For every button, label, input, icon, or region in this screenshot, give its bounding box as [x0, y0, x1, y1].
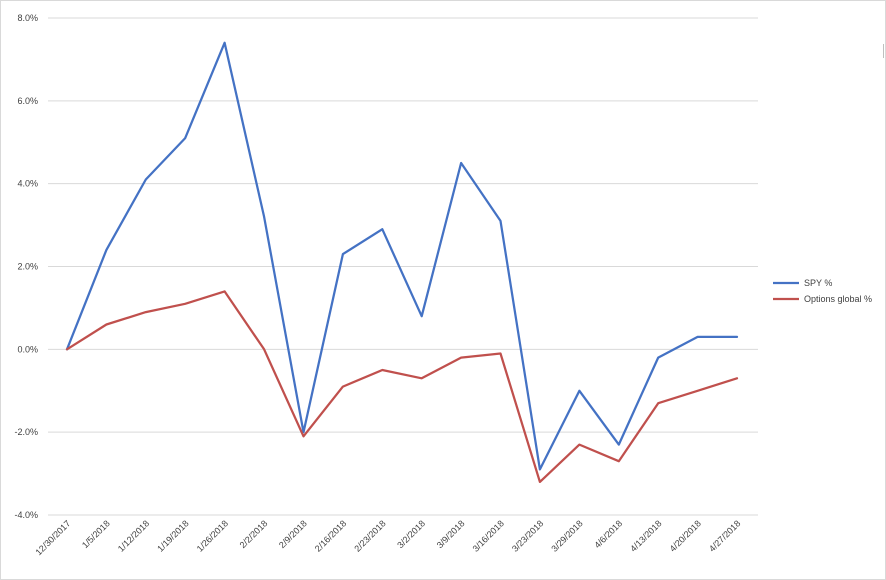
x-tick-label: 1/12/2018	[116, 518, 151, 553]
x-tick-label: 3/9/2018	[435, 518, 467, 550]
legend-label: Options global %	[804, 294, 872, 304]
y-tick-label: 0.0%	[17, 344, 38, 354]
x-tick-label: 2/2/2018	[238, 518, 270, 550]
gridlines	[48, 17, 758, 516]
y-tick-label: 8.0%	[17, 13, 38, 23]
series-lines	[65, 41, 739, 484]
legend-item: Options global %	[773, 294, 872, 304]
y-tick-label: 6.0%	[17, 96, 38, 106]
y-axis-tick-labels: -4.0% -2.0% 0.0% 2.0% 4.0% 6.0% 8.0%	[14, 13, 38, 520]
x-tick-label: 1/19/2018	[155, 518, 190, 553]
legend-item: SPY %	[773, 278, 832, 288]
x-tick-label: 12/30/2017	[33, 518, 72, 557]
series-line-1	[65, 41, 739, 471]
x-tick-label: 4/6/2018	[592, 518, 624, 550]
series-line-2	[65, 290, 739, 484]
x-axis-tick-labels: 12/30/2017 1/5/2018 1/12/2018 1/19/2018 1/26…	[33, 518, 742, 557]
x-tick-label: 4/27/2018	[707, 518, 742, 553]
x-tick-label: 2/23/2018	[352, 518, 387, 553]
legend: SPY % Options global %	[773, 278, 872, 304]
y-tick-label: -4.0%	[14, 510, 38, 520]
x-tick-label: 2/16/2018	[313, 518, 348, 553]
y-tick-label: 2.0%	[17, 262, 38, 272]
x-tick-label: 3/29/2018	[549, 518, 584, 553]
resize-handle[interactable]	[883, 44, 886, 58]
x-tick-label: 4/13/2018	[628, 518, 663, 553]
x-tick-label: 4/20/2018	[668, 518, 703, 553]
x-tick-label: 3/16/2018	[471, 518, 506, 553]
x-tick-label: 1/26/2018	[195, 518, 230, 553]
x-tick-label: 1/5/2018	[80, 518, 112, 550]
x-tick-label: 3/2/2018	[395, 518, 427, 550]
y-tick-label: -2.0%	[14, 427, 38, 437]
x-tick-label: 3/23/2018	[510, 518, 545, 553]
y-tick-label: 4.0%	[17, 179, 38, 189]
legend-label: SPY %	[804, 278, 832, 288]
x-tick-label: 2/9/2018	[277, 518, 309, 550]
